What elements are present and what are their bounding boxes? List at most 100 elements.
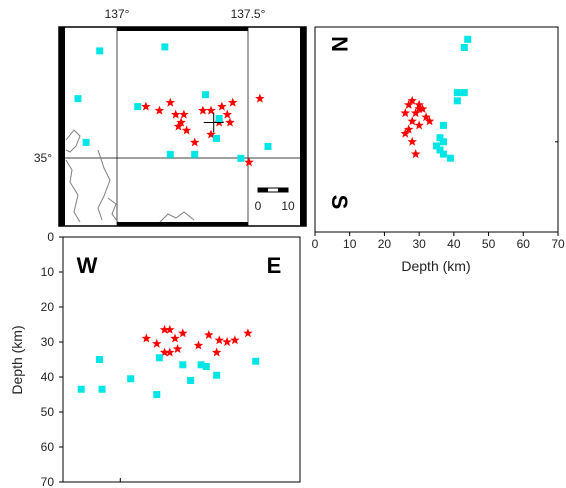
map-bottom-border-bar — [117, 222, 248, 226]
station-square — [191, 150, 199, 158]
station-square — [436, 134, 444, 142]
event-star — [171, 109, 181, 119]
event-star — [421, 112, 431, 122]
station-square — [77, 385, 85, 393]
event-star — [179, 109, 189, 119]
station-square — [439, 121, 447, 129]
station-square — [433, 142, 440, 150]
ns-frame — [314, 26, 559, 233]
event-star — [165, 347, 175, 357]
ew-tick-label: 50 — [41, 405, 55, 419]
event-star — [414, 120, 424, 130]
map-panel: 0 10 137° 137.5° 35° — [34, 7, 307, 227]
event-star — [214, 335, 224, 345]
event-star — [407, 116, 417, 126]
station-square — [439, 150, 447, 158]
ns-tick-label: 40 — [447, 237, 461, 251]
event-star — [193, 340, 204, 350]
south-label: S — [327, 195, 352, 210]
event-star — [410, 108, 421, 118]
map-top-border-bar — [117, 27, 248, 31]
station-square — [215, 115, 223, 123]
station-square — [127, 375, 135, 383]
map-right-border-bar — [300, 27, 306, 226]
event-star — [206, 105, 216, 115]
event-star — [225, 117, 235, 127]
event-star — [407, 136, 417, 146]
ew-depth-ticks: 0 10 20 30 40 50 60 70 — [41, 230, 121, 488]
ew-tick-label: 30 — [41, 335, 55, 349]
ew-marks — [77, 324, 260, 398]
station-square — [74, 95, 82, 103]
event-star — [222, 337, 232, 346]
station-square — [134, 103, 142, 111]
station-square — [252, 357, 260, 365]
event-star — [178, 328, 188, 338]
station-square — [161, 43, 169, 51]
event-star — [204, 330, 214, 339]
station-square — [82, 138, 90, 146]
event-star — [152, 338, 162, 348]
ns-section-panel: N S 0 10 20 30 40 50 60 70 Depth (km) — [312, 26, 565, 274]
event-star — [400, 128, 410, 138]
ns-tick-label: 10 — [343, 237, 357, 251]
ns-tick-label: 50 — [482, 237, 496, 251]
event-star — [181, 125, 192, 135]
station-square — [202, 91, 210, 99]
ew-tick-label: 60 — [41, 440, 55, 454]
event-star — [407, 95, 417, 105]
event-star — [165, 97, 175, 107]
event-star — [159, 324, 170, 334]
ns-tick-label: 20 — [378, 237, 392, 251]
ew-section-panel: W E 0 10 20 30 40 50 60 70 Depth (km) — [9, 230, 301, 488]
event-star — [211, 347, 222, 357]
ns-tick-label: 60 — [517, 237, 531, 251]
event-star — [404, 124, 414, 134]
ew-tick-label: 20 — [41, 300, 55, 314]
event-star — [244, 157, 254, 167]
coastline-peninsula — [97, 149, 111, 221]
scale-bar-label-10: 10 — [281, 199, 295, 213]
station-square — [237, 154, 245, 162]
map-tick-label-137-5: 137.5° — [231, 7, 266, 21]
event-star — [255, 93, 265, 103]
event-star — [424, 116, 435, 126]
ew-tick-label: 40 — [41, 370, 55, 384]
station-square — [436, 146, 444, 154]
event-star — [173, 121, 184, 131]
station-square — [166, 150, 174, 158]
event-star — [176, 117, 186, 127]
coastline-west — [65, 159, 81, 223]
map-marks — [74, 43, 272, 167]
event-star — [222, 109, 232, 119]
station-square — [98, 385, 106, 393]
ns-tick-label: 70 — [551, 237, 565, 251]
event-star — [206, 129, 216, 139]
station-square — [153, 391, 161, 398]
ns-tick-label: 0 — [312, 237, 319, 251]
event-star — [159, 347, 170, 357]
station-square — [453, 97, 461, 105]
station-square — [197, 361, 205, 369]
west-label: W — [77, 253, 98, 278]
event-star — [404, 99, 414, 109]
map-tick-label-137: 137° — [105, 7, 130, 21]
ew-depth-axis-label: Depth (km) — [9, 325, 25, 394]
east-label: E — [267, 253, 282, 278]
map-frame — [58, 26, 307, 227]
event-star — [172, 344, 183, 353]
station-square — [464, 35, 472, 43]
station-square — [460, 44, 468, 51]
station-square — [96, 47, 104, 55]
event-star — [198, 105, 208, 115]
event-star — [154, 105, 165, 115]
event-star — [417, 104, 428, 113]
station-square — [446, 154, 454, 162]
event-star — [414, 104, 424, 113]
event-star — [170, 333, 180, 343]
station-square — [439, 138, 447, 146]
station-square — [95, 356, 103, 363]
event-star — [243, 328, 253, 338]
station-square — [213, 371, 221, 379]
